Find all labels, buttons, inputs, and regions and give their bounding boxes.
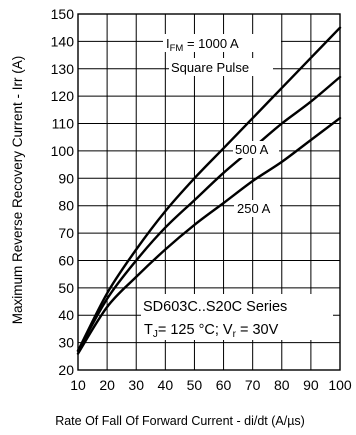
cond-vr-sub: r bbox=[233, 329, 237, 340]
svg-text:IFM = 1000 A: IFM = 1000 A bbox=[166, 36, 239, 54]
y-tick-label: 60 bbox=[58, 252, 74, 268]
y-tick-label: 120 bbox=[51, 88, 75, 104]
y-tick-label: 70 bbox=[58, 225, 74, 241]
series-title: SD603C..S20C Series bbox=[143, 299, 287, 315]
y-tick-label: 80 bbox=[58, 198, 74, 214]
x-tick-label: 90 bbox=[303, 377, 319, 393]
label-250a: 250 A bbox=[234, 200, 280, 217]
ifm-value: = 1000 A bbox=[183, 36, 239, 51]
x-tick-label: 60 bbox=[216, 377, 232, 393]
y-tick-label: 140 bbox=[51, 33, 75, 49]
pulse-label: Square Pulse bbox=[171, 60, 249, 75]
x-tick-label: 30 bbox=[128, 377, 144, 393]
series-line-1 bbox=[76, 26, 342, 352]
y-tick-label: 150 bbox=[51, 6, 75, 22]
y-tick-label: 90 bbox=[58, 170, 74, 186]
series-lines bbox=[76, 26, 342, 355]
label-500a: 500 A bbox=[233, 141, 279, 158]
x-axis-label: Rate Of Fall Of Forward Current - di/dt … bbox=[55, 414, 305, 428]
y-tick-label: 110 bbox=[52, 116, 75, 132]
cond-end: = 30V bbox=[236, 322, 279, 338]
cond-tj-sub: J bbox=[153, 329, 158, 340]
y-tick-label: 130 bbox=[51, 61, 75, 77]
series-line-2 bbox=[76, 75, 342, 352]
ifm-symbol: I bbox=[166, 36, 170, 51]
conditions-annotation: SD603C..S20C Series TJ= 125 °C; Vr = 30V bbox=[141, 294, 333, 340]
y-axis-label: Maximum Reverse Recovery Current - Irr (… bbox=[10, 56, 25, 325]
cond-tj: T bbox=[144, 322, 153, 338]
label-250a-text: 250 A bbox=[237, 201, 271, 216]
plot-frame bbox=[77, 13, 341, 371]
x-tick-label: 100 bbox=[328, 377, 352, 393]
x-tick-label: 80 bbox=[274, 377, 290, 393]
y-tick-labels: 20 30 40 50 60 70 80 90 100 110 120 130 140 150 bbox=[51, 6, 75, 378]
series-line-3 bbox=[76, 116, 342, 355]
x-tick-labels: 10 20 30 40 50 60 70 80 90 100 bbox=[70, 377, 352, 393]
ifm-subscript: FM bbox=[170, 43, 184, 54]
x-tick-label: 20 bbox=[99, 377, 115, 393]
cond-mid: = 125 °C; V bbox=[158, 322, 233, 338]
x-tick-label: 50 bbox=[187, 377, 203, 393]
y-tick-label: 100 bbox=[51, 143, 75, 159]
x-tick-label: 70 bbox=[245, 377, 261, 393]
svg-text:TJ= 125 °C; Vr = 30V: TJ= 125 °C; Vr = 30V bbox=[144, 322, 279, 340]
y-tick-label: 30 bbox=[58, 335, 74, 351]
x-tick-label: 40 bbox=[158, 377, 174, 393]
pulse-annotation: Square Pulse bbox=[169, 58, 273, 76]
y-tick-label: 50 bbox=[58, 280, 74, 296]
y-tick-label: 20 bbox=[58, 362, 74, 378]
y-tick-label: 40 bbox=[58, 307, 74, 323]
label-500a-text: 500 A bbox=[235, 142, 269, 157]
ifm-annotation: IFM = 1000 A bbox=[163, 34, 281, 54]
x-tick-label: 10 bbox=[70, 377, 86, 393]
